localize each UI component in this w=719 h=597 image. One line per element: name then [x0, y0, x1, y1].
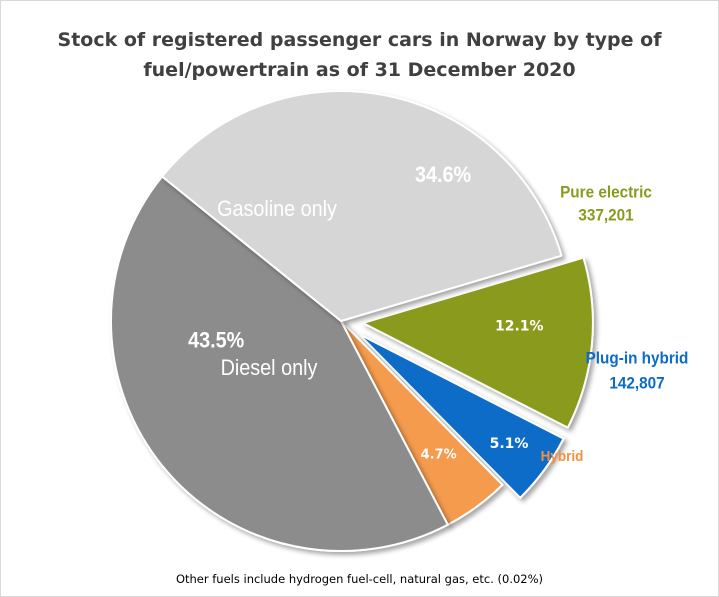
percent-label-plug-in-hybrid: 5.1% [490, 436, 529, 452]
pie-slice-plug-in-hybrid [357, 333, 565, 499]
category-label-hybrid: Hybrid [541, 448, 584, 465]
pie-labels: 12.1% Pure electric 337,201 5.1% Plug-in hyb… [188, 163, 688, 465]
chart-title-line-1: Stock of registered passenger cars in No… [57, 29, 662, 51]
percent-label-gasoline-only: 34.6% [415, 163, 471, 187]
chart-footnote: Other fuels include hydrogen fuel-cell, … [175, 572, 544, 586]
value-label-pure-electric: 337,201 [578, 206, 633, 225]
pie-slice-pure-electric [361, 256, 594, 429]
category-label-plug-in-hybrid: Plug-in hybrid [586, 349, 689, 368]
chart-title-line-2: fuel/powertrain as of 31 December 2020 [143, 59, 576, 81]
percent-label-pure-electric: 12.1% [495, 319, 544, 335]
category-label-diesel-only: Diesel only [221, 356, 318, 380]
pie-slice-diesel-only [110, 175, 449, 553]
value-label-plug-in-hybrid: 142,807 [609, 374, 664, 393]
pie-slice-gasoline-only [161, 90, 563, 322]
category-label-pure-electric: Pure electric [560, 183, 652, 202]
percent-label-diesel-only: 43.5% [188, 328, 244, 352]
chart-title: Stock of registered passenger cars in No… [1, 25, 718, 85]
percent-label-hybrid: 4.7% [421, 447, 457, 462]
pie-slices [110, 90, 594, 553]
category-label-gasoline-only: Gasoline only [217, 197, 337, 221]
